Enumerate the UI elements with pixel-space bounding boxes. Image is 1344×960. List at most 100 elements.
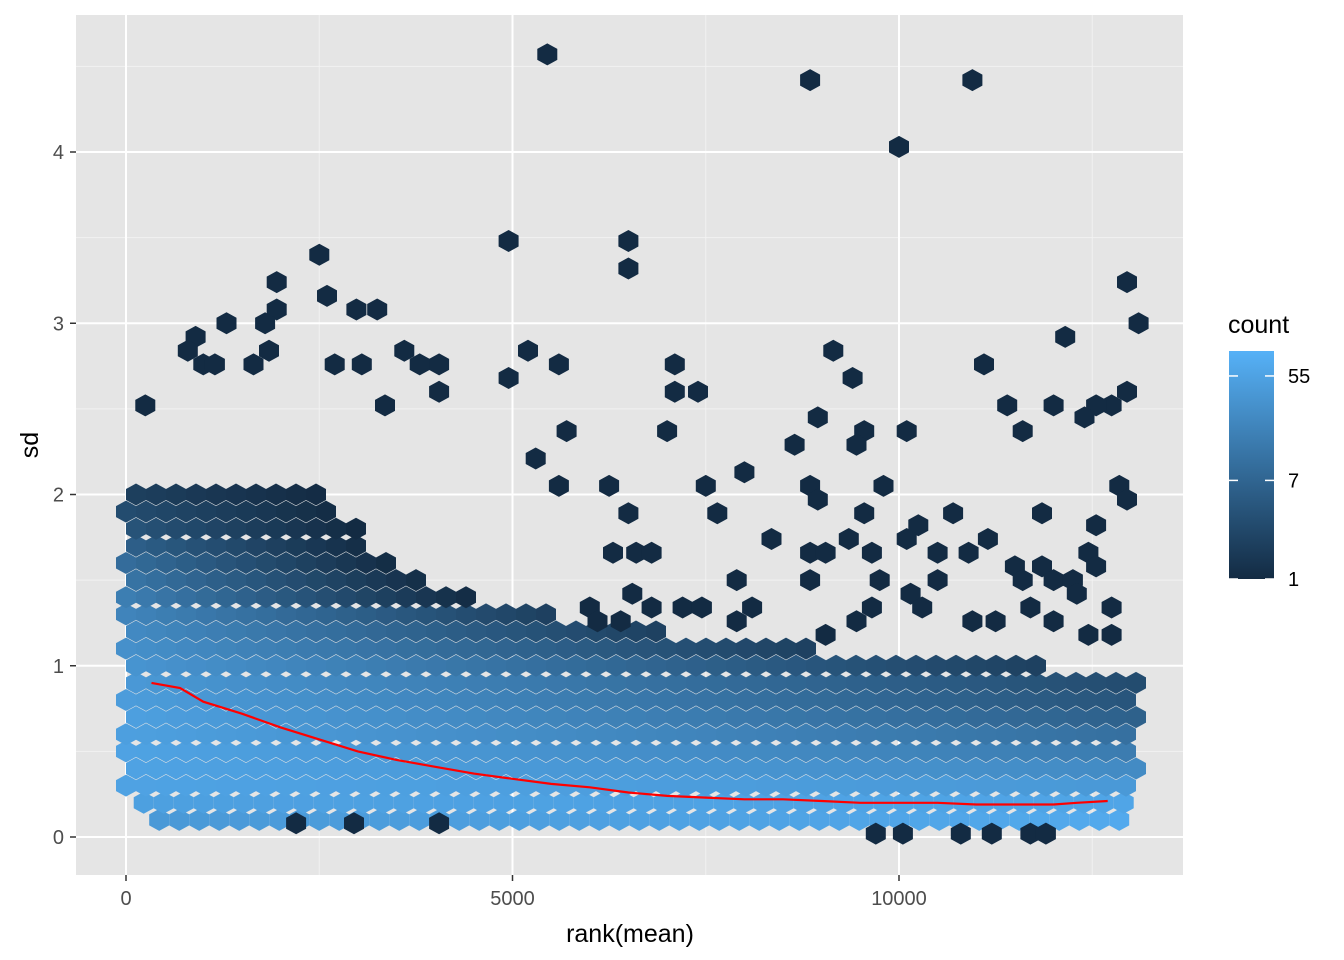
hex-bin-outlier [1086,555,1107,578]
hex-bin [456,723,476,746]
hex-bin [306,706,326,729]
hex-bin [586,671,606,694]
hex-bin [1106,671,1126,694]
hex-bin [186,757,206,780]
hex-bin [886,706,906,729]
hex-bin [789,808,810,831]
hex-bin-outlier [622,582,643,605]
hex-bin [366,654,386,677]
hex-bin [756,637,776,660]
hex-bin [166,706,186,729]
y-tick-label: 3 [53,313,64,335]
hex-bin [406,569,426,592]
hex-bin [356,723,376,746]
hex-bin-outlier [815,541,836,564]
hex-bin [256,500,276,523]
hex-bin [886,757,906,780]
hex-bin [733,791,754,814]
hex-bin [189,808,210,831]
hex-bin [806,671,826,694]
hex-bin-outlier [603,541,623,564]
hex-bin [1056,723,1076,746]
hex-bin [816,740,836,763]
hex-bin [136,552,156,574]
hex-bin [1096,740,1116,763]
y-tick-label: 4 [53,142,64,164]
hex-bin [426,654,446,677]
hex-bin [956,689,976,711]
hex-bin [726,757,746,780]
hex-bin [416,774,436,797]
hex-bin [136,637,156,660]
hex-bin [226,620,246,643]
hex-bin [1016,774,1036,797]
hex-bin [916,774,936,797]
hex-bin [426,671,446,694]
hex-bin [546,757,566,780]
hex-bin [626,757,646,780]
hex-bin [126,671,146,694]
hex-bin [466,706,486,729]
hex-bin [646,706,666,729]
hex-bin [773,791,794,814]
hex-bin [406,654,426,677]
hex-bin [786,757,806,780]
hex-bin [1046,706,1066,729]
hex-bin-outlier [409,353,430,376]
hex-bin [476,603,496,626]
hex-bin [916,740,936,763]
hex-bin [336,689,356,711]
hex-bin [326,654,346,677]
hex-bin [206,654,226,677]
hex-bin [866,654,886,677]
hex-bin [216,689,236,711]
hex-bin [153,791,174,814]
hex-bin [453,791,474,814]
hex-bin-outlier [846,610,867,633]
hex-bin [736,689,756,711]
hex-bin [186,517,206,540]
hex-bin [126,483,146,506]
hex-bin-outlier [1066,582,1087,605]
hex-bin [286,706,306,729]
hex-bin-outlier [1055,325,1076,348]
hex-bin [276,603,296,626]
hex-bin [546,671,566,694]
hex-bin [156,774,176,797]
hex-bin-outlier [1128,312,1149,335]
hex-bin [316,586,336,609]
hex-bin [506,706,526,729]
hex-bin [306,654,326,677]
hex-bin [656,774,676,797]
hex-bin [756,689,776,711]
hex-bin [426,620,446,643]
hex-bin [973,791,994,814]
hex-bin [816,774,836,797]
hex-bin-outlier [259,339,279,362]
hex-bin [316,603,336,626]
hex-bin-outlier [927,541,948,564]
hex-bin [356,689,376,711]
hex-bin [1026,654,1046,677]
hex-bin-outlier [429,812,450,835]
hex-bin [1026,757,1046,780]
hex-bin [116,552,136,574]
hex-bin-outlier [958,541,979,564]
hex-bin [826,706,846,729]
hex-bin [266,671,286,694]
hex-bin [966,757,986,780]
hex-bin [196,689,216,711]
hex-bin-outlier [892,822,913,845]
hex-bin [866,671,886,694]
hex-bin [846,671,866,694]
hex-bin [396,723,416,746]
hex-bin [136,500,156,523]
hex-bin [1066,706,1086,729]
hex-bin [286,569,306,592]
hex-bin-outlier [974,353,994,376]
hex-bin [636,774,656,797]
hex-bin [386,620,406,643]
hex-bin-outlier [618,230,639,252]
hex-bin [476,740,496,763]
hex-bin [716,774,736,797]
